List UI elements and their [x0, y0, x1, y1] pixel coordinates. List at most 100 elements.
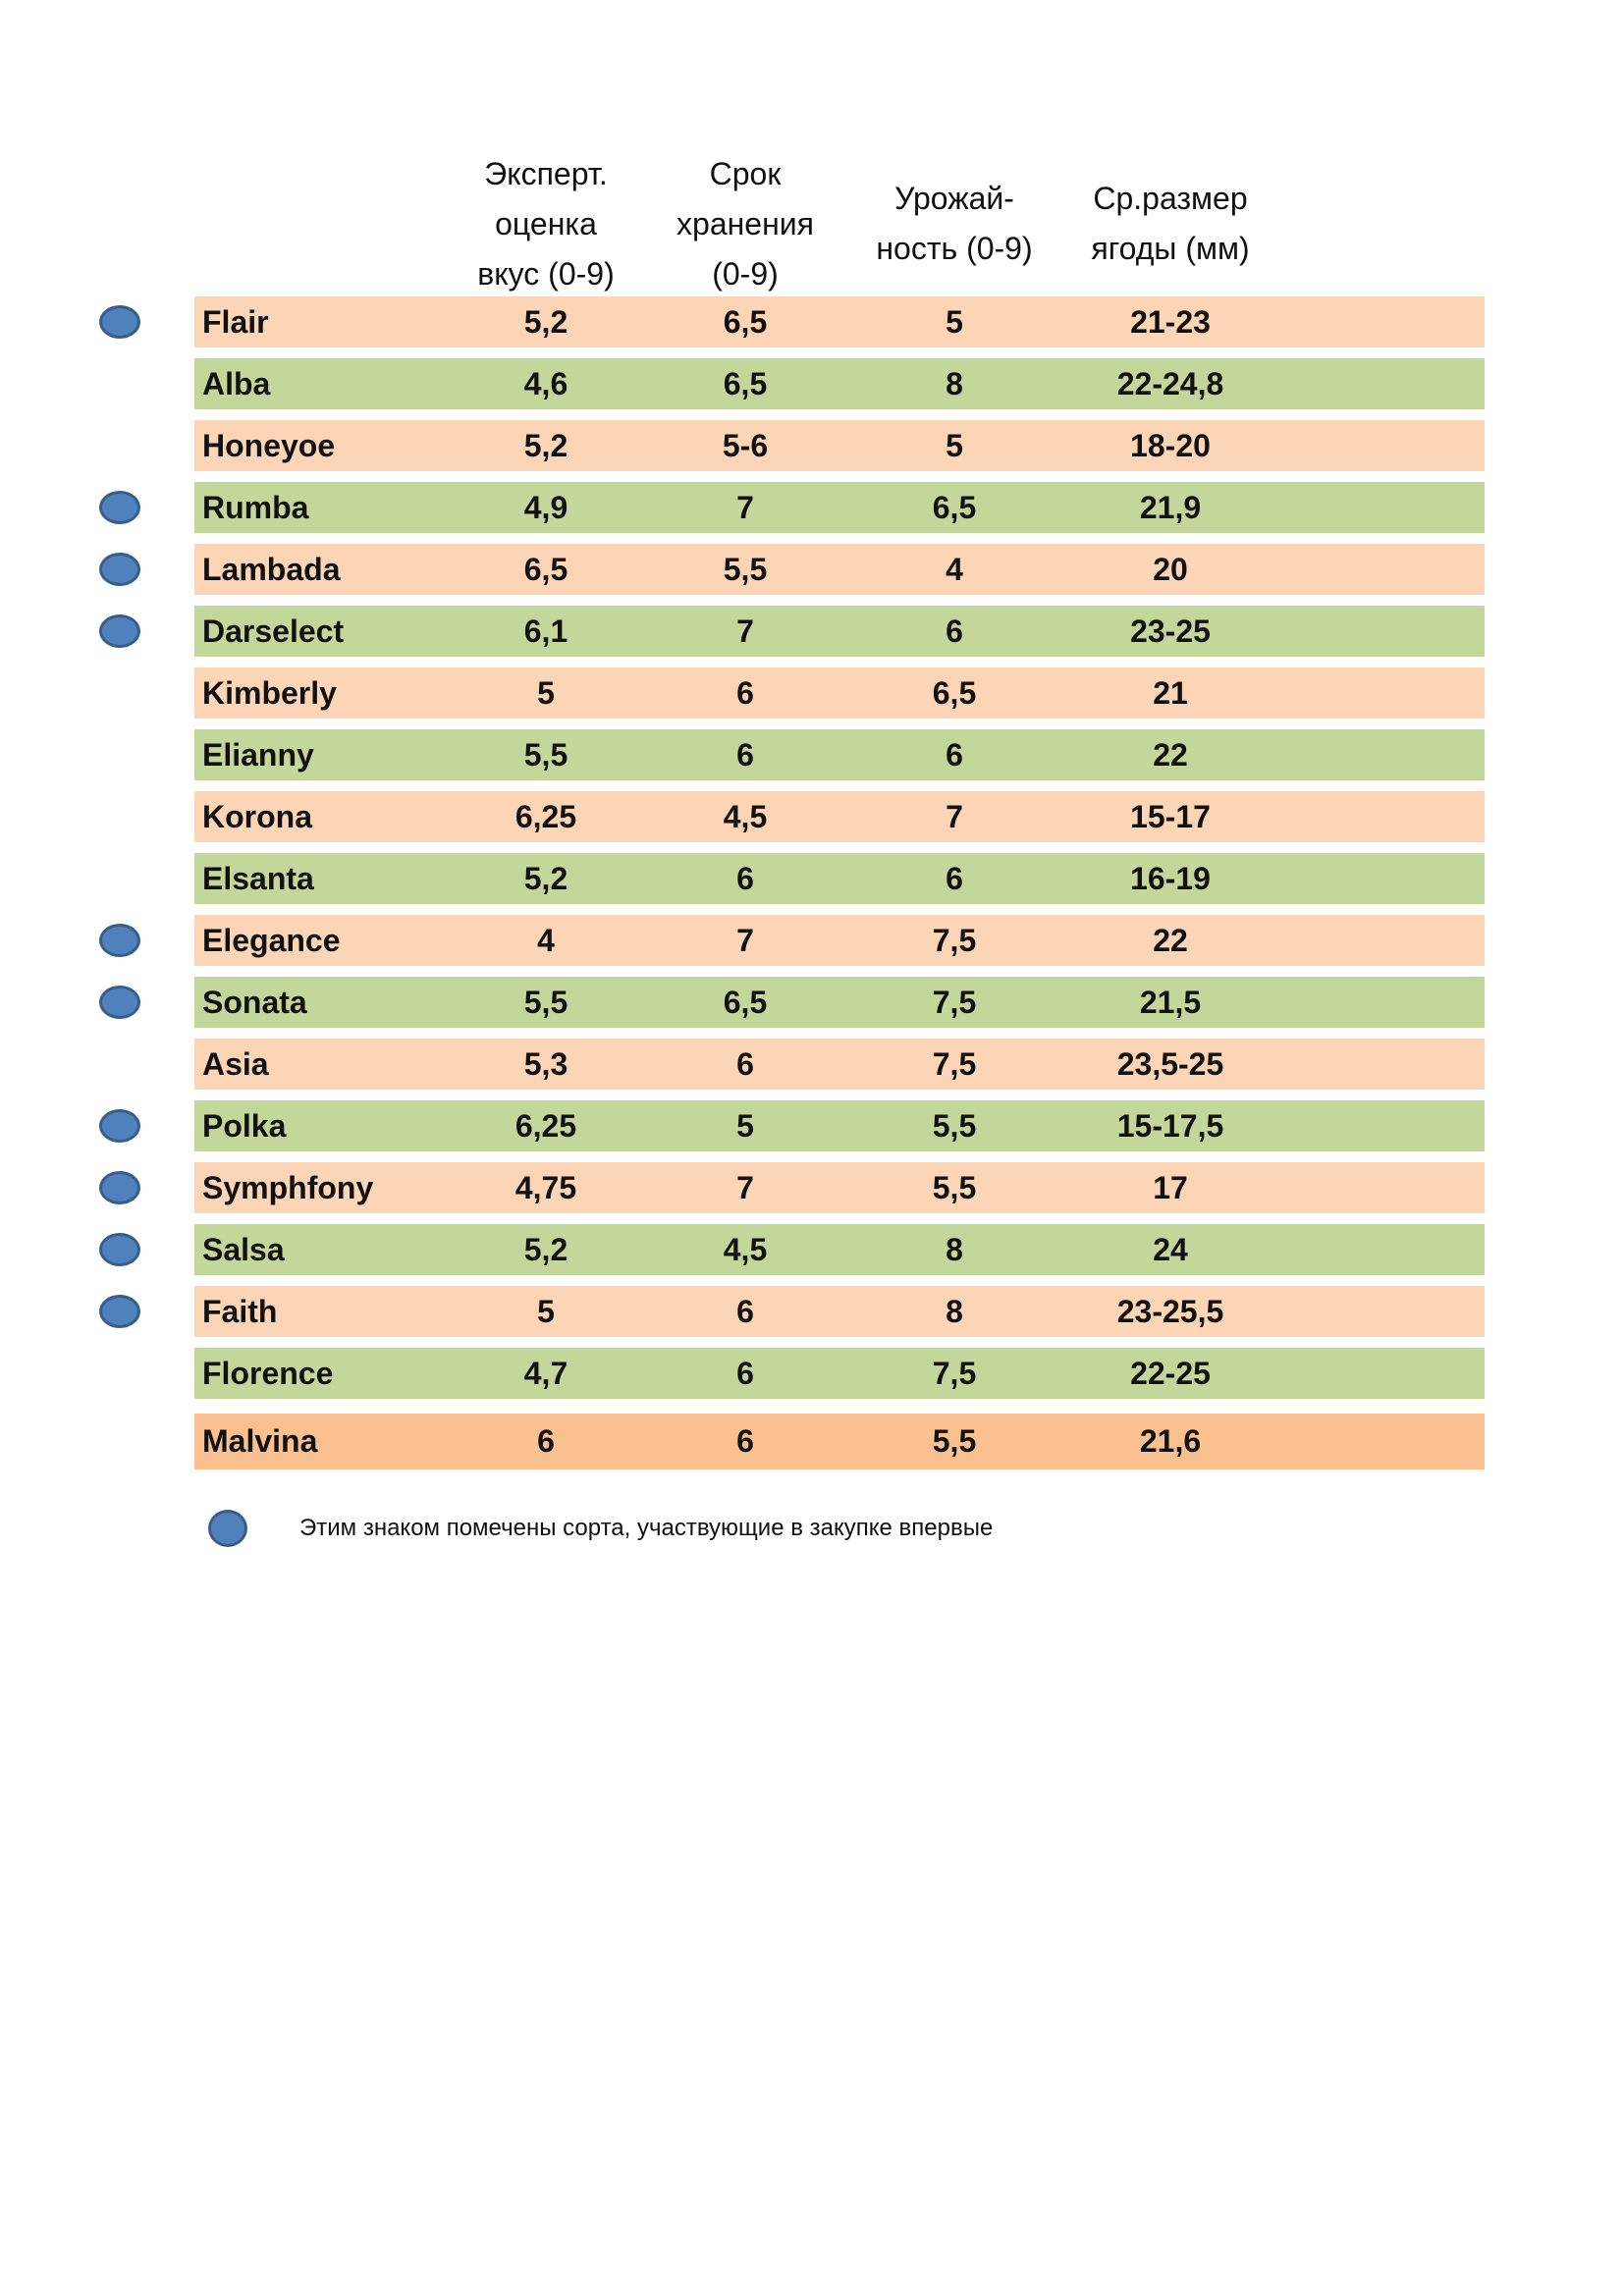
variety-name: Darselect — [202, 613, 345, 649]
column-header-line: ягоды (мм) — [1091, 231, 1250, 266]
new-variety-marker-icon — [99, 614, 140, 648]
column-header-line: ность (0-9) — [876, 231, 1033, 266]
cell-yield: 6,5 — [932, 489, 977, 525]
variety-name: Symphfony — [202, 1169, 374, 1205]
cell-size: 22 — [1153, 736, 1188, 773]
new-variety-marker-icon — [99, 491, 140, 524]
cell-taste: 5,2 — [523, 860, 568, 896]
cell-taste: 5,5 — [523, 736, 568, 773]
cell-yield: 6 — [946, 613, 963, 649]
table-row: Flair 5,2 6,5 5 21-23 — [194, 296, 1485, 347]
variety-name: Malvina — [202, 1423, 318, 1459]
cell-taste: 6,1 — [523, 613, 568, 649]
variety-name: Salsa — [202, 1231, 285, 1267]
cell-taste: 5 — [537, 1293, 555, 1329]
cell-size: 23-25 — [1130, 613, 1211, 649]
cell-storage: 5,5 — [723, 551, 768, 587]
cell-taste: 6 — [537, 1423, 555, 1459]
cell-size: 18-20 — [1130, 427, 1211, 463]
cell-size: 22-24,8 — [1116, 365, 1224, 401]
column-header: Урожай-ность (0-9) — [876, 174, 1032, 274]
cell-taste: 4 — [537, 922, 555, 958]
table-row: Faith 5 6 8 23-25,5 — [194, 1286, 1485, 1337]
table-row: Salsa 5,2 4,5 8 24 — [194, 1224, 1485, 1275]
cell-yield: 4 — [946, 551, 963, 587]
cell-yield: 8 — [946, 1231, 963, 1267]
variety-name: Elianny — [202, 736, 314, 773]
column-header-line: Срок — [709, 156, 782, 191]
cell-taste: 6,25 — [514, 798, 577, 834]
cell-yield: 5 — [946, 427, 963, 463]
cell-yield: 7 — [946, 798, 963, 834]
cell-size: 16-19 — [1130, 860, 1211, 896]
cell-size: 22 — [1153, 922, 1188, 958]
new-variety-marker-icon — [99, 305, 140, 339]
table-row: Sonata 5,5 6,5 7,5 21,5 — [194, 977, 1485, 1028]
cell-storage: 6,5 — [723, 303, 768, 340]
cell-storage: 7 — [736, 922, 754, 958]
cell-size: 21,5 — [1139, 984, 1202, 1020]
table-row: Polka 6,25 5 5,5 15-17,5 — [194, 1100, 1485, 1151]
variety-name: Korona — [202, 798, 312, 834]
cell-taste: 5,2 — [523, 303, 568, 340]
variety-name: Florence — [202, 1355, 334, 1391]
cell-storage: 4,5 — [723, 798, 768, 834]
cell-storage: 5-6 — [722, 427, 769, 463]
cell-storage: 4,5 — [723, 1231, 768, 1267]
cell-size: 15-17,5 — [1116, 1107, 1224, 1144]
new-variety-marker-icon — [99, 1171, 140, 1204]
column-header-line: хранения — [676, 206, 814, 241]
variety-name: Alba — [202, 365, 271, 401]
variety-name: Kimberly — [202, 674, 337, 711]
cell-taste: 6,25 — [514, 1107, 577, 1144]
table-row: Elegance 4 7 7,5 22 — [194, 915, 1485, 966]
column-header-line: (0-9) — [712, 256, 779, 292]
table-row: Korona 6,25 4,5 7 15-17 — [194, 791, 1485, 842]
cell-yield: 7,5 — [932, 1045, 977, 1082]
cell-storage: 6 — [736, 860, 754, 896]
variety-name: Lambada — [202, 551, 341, 587]
cell-yield: 5,5 — [932, 1423, 977, 1459]
table-row: Honeyoe 5,2 5-6 5 18-20 — [194, 420, 1485, 471]
new-variety-marker-icon — [99, 1233, 140, 1266]
cell-taste: 4,7 — [523, 1355, 568, 1391]
cell-storage: 6,5 — [723, 365, 768, 401]
new-variety-marker-icon — [99, 1109, 140, 1143]
cell-taste: 5,5 — [523, 984, 568, 1020]
cell-storage: 6 — [736, 674, 754, 711]
cell-yield: 5,5 — [932, 1107, 977, 1144]
cell-size: 24 — [1153, 1231, 1188, 1267]
cell-size: 21 — [1153, 674, 1188, 711]
cell-yield: 6 — [946, 736, 963, 773]
cell-taste: 5,3 — [523, 1045, 568, 1082]
cell-size: 15-17 — [1130, 798, 1211, 834]
cell-size: 21,9 — [1139, 489, 1202, 525]
table-row: Lambada 6,5 5,5 4 20 — [194, 544, 1485, 595]
column-header-line: Урожай- — [894, 181, 1014, 216]
table-row: Rumba 4,9 7 6,5 21,9 — [194, 482, 1485, 533]
variety-name: Sonata — [202, 984, 307, 1020]
cell-yield: 8 — [946, 365, 963, 401]
table-row: Malvina 6 6 5,5 21,6 — [194, 1414, 1485, 1469]
cell-size: 21,6 — [1139, 1423, 1202, 1459]
table-row: Elsanta 5,2 6 6 16-19 — [194, 853, 1485, 904]
column-header: Эксперт. оценка вкус (0-9) — [477, 149, 614, 299]
variety-name: Asia — [202, 1045, 269, 1082]
table-row: Symphfony 4,75 7 5,5 17 — [194, 1162, 1485, 1213]
cell-storage: 6 — [736, 1423, 754, 1459]
variety-name: Faith — [202, 1293, 278, 1329]
cell-yield: 5 — [946, 303, 963, 340]
table-row: Elianny 5,5 6 6 22 — [194, 729, 1485, 780]
cell-taste: 5 — [537, 674, 555, 711]
cell-size: 17 — [1153, 1169, 1188, 1205]
cell-storage: 6 — [736, 1045, 754, 1082]
column-header: Ср.размер ягоды (мм) — [1091, 174, 1249, 274]
cell-storage: 7 — [736, 1169, 754, 1205]
cell-taste: 4,6 — [523, 365, 568, 401]
cell-size: 23-25,5 — [1116, 1293, 1224, 1329]
new-variety-marker-icon — [99, 924, 140, 957]
column-header-line: оценка — [495, 206, 597, 241]
new-variety-marker-icon — [208, 1510, 247, 1547]
cell-storage: 6 — [736, 1355, 754, 1391]
new-variety-marker-icon — [99, 986, 140, 1019]
